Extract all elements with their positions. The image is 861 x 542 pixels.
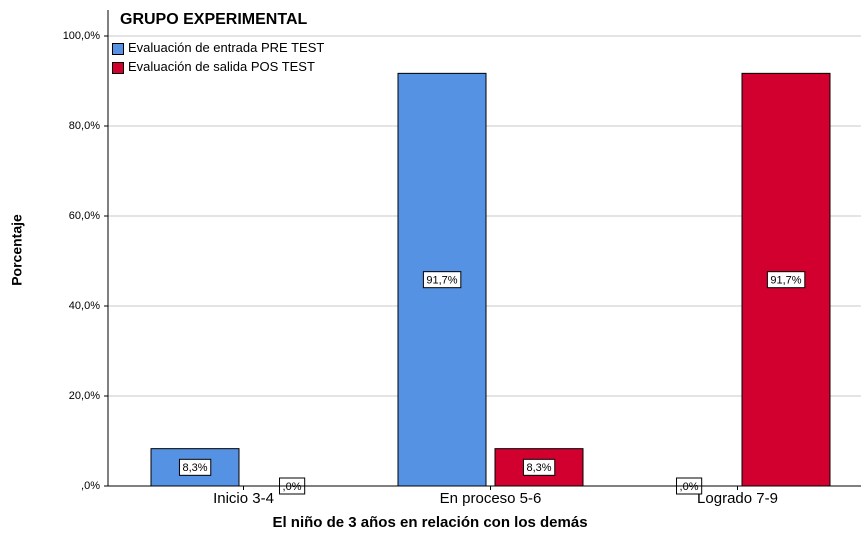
value-label-text: 8,3% [182,462,207,474]
y-tick-label: 20,0% [69,390,100,402]
x-tick-label: Inicio 3-4 [213,490,274,507]
legend: Evaluación de entrada PRE TEST Evaluación… [110,40,380,80]
value-label-text: ,0% [283,481,302,493]
legend-swatch [112,62,124,74]
y-tick-label: 100,0% [63,30,101,42]
value-label-text: 91,7% [770,275,801,287]
y-tick-label: 40,0% [69,300,100,312]
value-label-box [178,458,212,476]
legend-swatch [112,43,124,55]
y-tick-label: 80,0% [69,120,100,132]
value-label-text: 91,7% [426,275,457,287]
value-label-box [422,271,462,289]
value-label-text: 8,3% [526,462,551,474]
y-tick-label: 60,0% [69,210,100,222]
bar [741,72,831,487]
legend-label: Evaluación de salida POS TEST [128,59,315,74]
legend-label: Evaluación de entrada PRE TEST [128,40,325,55]
x-axis-label: El niño de 3 años en relación con los de… [272,514,587,531]
value-label-box [522,458,556,476]
y-axis-label: Porcentaje [9,214,25,286]
value-label: 8,3% [178,458,212,476]
value-label: 91,7% [422,271,462,289]
legend-item: Evaluación de entrada PRE TEST [110,40,380,55]
value-label: 91,7% [766,271,806,289]
value-label-box [766,271,806,289]
value-label: 8,3% [522,458,556,476]
legend-item: Evaluación de salida POS TEST [110,59,380,74]
value-label-text: ,0% [680,481,699,493]
y-tick-label: ,0% [81,480,100,492]
x-tick-label: En proceso 5-6 [440,490,542,507]
chart-title: GRUPO EXPERIMENTAL [120,11,308,28]
x-tick-label: Logrado 7-9 [697,490,778,507]
